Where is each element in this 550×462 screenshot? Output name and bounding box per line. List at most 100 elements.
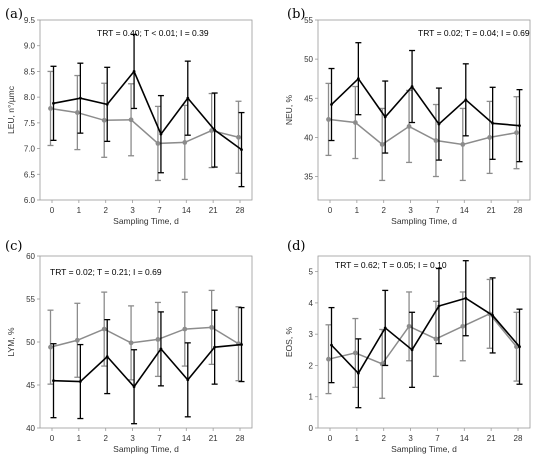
x-tick-label: 3 [408,434,413,443]
x-tick-label: 0 [50,434,55,443]
x-tick-label: 2 [381,206,386,215]
data-point [209,128,215,133]
y-axis-label: LEU, n°/µmc [6,85,16,134]
data-point [128,117,134,123]
y-tick-label: 1 [309,393,314,402]
x-tick-label: 7 [435,434,440,443]
x-axis-label: Sampling Time, d [391,216,457,226]
data-point [128,340,134,346]
data-point [78,96,82,100]
x-tick-label: 14 [460,206,469,215]
x-tick-label: 0 [328,206,333,215]
series-1 [50,306,245,425]
stat-annotation: TRT = 0.40; T < 0.01; I = 0.39 [97,28,209,38]
y-tick-label: 40 [304,133,313,142]
data-point [518,124,521,128]
data-point [491,314,495,317]
y-tick-label: 8.5 [24,67,36,76]
data-point [379,142,385,147]
data-point [186,96,190,100]
data-point [159,132,163,136]
x-tick-label: 21 [487,434,496,443]
series-2 [325,278,520,399]
x-axis-label: Sampling Time, d [391,444,457,454]
data-point [48,106,53,111]
data-point [330,343,333,347]
x-tick-label: 28 [514,434,523,443]
data-point [155,337,161,342]
x-tick-label: 21 [487,206,496,215]
x-tick-label: 1 [355,206,360,215]
x-tick-label: 2 [103,434,108,443]
y-tick-label: 5 [309,268,314,277]
data-point [433,138,439,143]
x-tick-label: 1 [355,434,360,443]
y-tick-label: 55 [26,295,35,304]
data-point [514,130,519,136]
data-point [105,102,109,106]
chart-panel-1: 6.0 6.5 7.0 7.5 8.0 8.5 9.0 9.5 0 1 2 3 7 14 21 28 Sampl… [5,7,253,226]
series-1 [328,260,523,409]
data-point [410,85,414,88]
data-point [105,355,109,359]
y-tick-label: 9.5 [24,16,36,25]
series-2 [47,289,242,385]
y-tick-label: 55 [304,16,313,25]
data-point [101,326,107,332]
data-point [182,140,188,145]
x-tick-label: 28 [236,206,245,215]
y-tick-label: 0 [309,424,314,433]
data-point [383,115,387,119]
x-axis-label: Sampling Time, d [113,444,179,454]
y-axis-label: LYM, % [6,327,16,357]
data-point [155,141,161,146]
data-point [460,142,466,147]
x-tick-label: 1 [77,434,82,443]
series-line [53,69,242,151]
data-point [356,77,360,81]
x-axis-label: Sampling Time, d [113,216,179,226]
data-point [326,356,331,362]
y-tick-label: 50 [26,338,35,347]
data-point [406,323,412,329]
data-point [209,324,215,330]
stat-annotation: TRT = 0.62; T = 0.05; I = 0.10 [335,260,447,270]
chart-panel-4: 0 1 2 3 4 5 0 1 2 3 7 14 21 28 Sampling Time, d EOS, % (… [284,239,531,454]
plot-frame [39,19,253,201]
stat-annotation: TRT = 0.02; T = 0.21; I = 0.69 [50,267,162,277]
panel-label: (c) [5,239,22,254]
data-point [352,120,358,125]
data-point [182,326,188,332]
y-axis-label: NEU, % [284,94,294,125]
data-point [240,343,243,346]
series-line [53,343,242,389]
x-tick-label: 28 [236,434,245,443]
series-line [50,107,239,145]
data-point [132,70,136,73]
data-point [518,345,521,349]
y-tick-label: 45 [26,381,35,390]
panel-label: (b) [287,7,305,22]
data-point [410,348,414,352]
data-point [159,347,163,351]
series-2 [325,82,520,182]
y-axis-label: EOS, % [284,326,294,357]
y-tick-label: 60 [26,252,35,261]
x-tick-label: 3 [408,206,413,215]
data-point [487,134,493,140]
data-point [213,345,217,349]
data-point [52,379,55,383]
data-point [437,304,441,308]
y-tick-label: 9.0 [24,42,36,51]
data-point [186,378,190,382]
data-point [132,385,136,389]
data-point [236,134,241,140]
stat-annotation: TRT = 0.02; T = 0.04; I = 0.69 [418,28,530,38]
x-tick-label: 21 [209,206,218,215]
data-point [352,350,358,356]
y-tick-label: 2 [309,361,314,370]
chart-panel-3: 40 45 50 55 60 0 1 2 3 7 14 21 28 Sampling Time, d LYM… [5,239,253,454]
x-tick-label: 21 [209,434,218,443]
y-tick-label: 7.5 [24,119,36,128]
data-point [460,323,466,329]
